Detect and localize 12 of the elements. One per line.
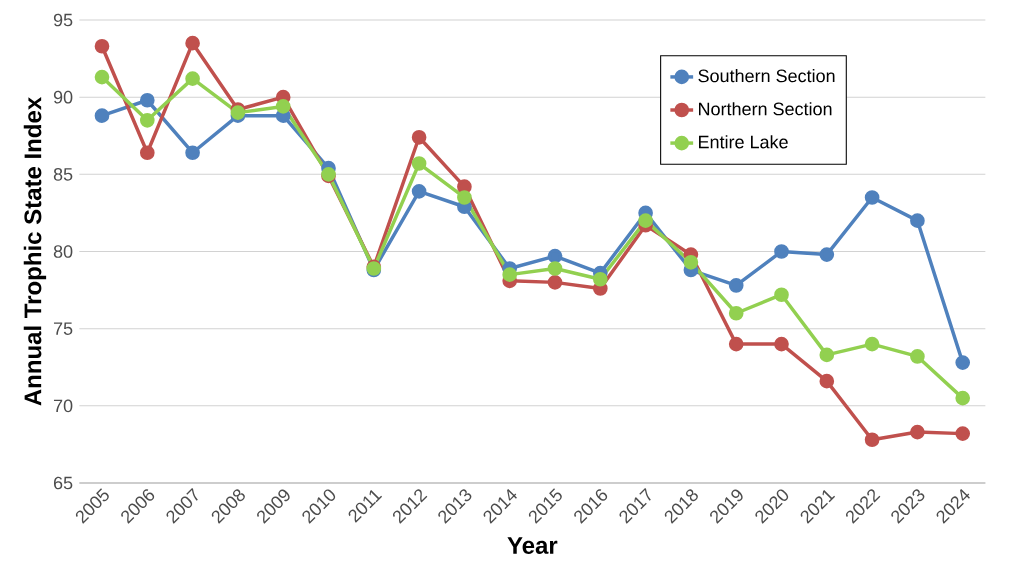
y-tick-label: 90 xyxy=(53,90,73,104)
y-tick-label: 80 xyxy=(53,245,73,258)
y-tick-label: 85 xyxy=(53,167,73,181)
x-axis-title: Year xyxy=(507,537,558,554)
y-tick-label: 65 xyxy=(53,476,73,490)
legend-label: Entire Lake xyxy=(699,135,788,149)
legend-label: Southern Section xyxy=(698,69,835,83)
legend-label: Northern Section xyxy=(699,102,832,116)
y-tick-label: 75 xyxy=(53,322,73,335)
y-tick-label: 70 xyxy=(53,399,73,413)
y-axis-title: Annual Trophic State Index xyxy=(23,96,47,406)
y-tick-label: 95 xyxy=(53,13,73,27)
